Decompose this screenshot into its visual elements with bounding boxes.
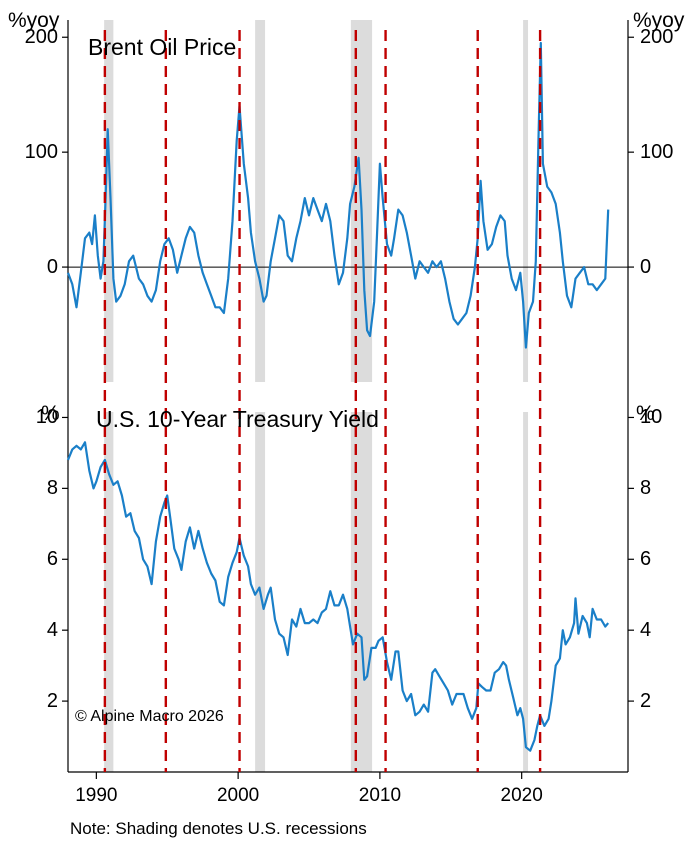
unit-label-yield-right: % <box>636 402 655 425</box>
recession-band <box>523 412 529 772</box>
x-tick-label: 2000 <box>216 785 260 806</box>
series-layer <box>66 41 610 752</box>
series-line <box>66 441 610 752</box>
y-tick-label-left: 200 <box>24 26 58 49</box>
event-lines-layer <box>103 30 542 772</box>
y-tick-label-right: 8 <box>640 477 652 500</box>
axes-layer <box>62 20 634 779</box>
x-tick-label: 1990 <box>75 785 118 806</box>
y-tick-label-left: 4 <box>46 619 58 642</box>
y-tick-label-right: 0 <box>640 256 652 279</box>
recession-band <box>104 412 114 772</box>
recession-band <box>104 20 114 382</box>
unit-label-oil-right: %yoy <box>633 9 685 32</box>
recession-shading-layer <box>104 20 529 772</box>
x-tick-label: 2020 <box>500 785 543 806</box>
y-tick-label-right: 6 <box>640 548 652 571</box>
y-tick-label-left: 2 <box>46 690 58 713</box>
unit-label-oil-left: %yoy <box>8 9 60 32</box>
footnote: Note: Shading denotes U.S. recessions <box>70 819 367 838</box>
recession-band <box>255 20 266 382</box>
y-tick-label-left: 100 <box>24 141 58 164</box>
y-tick-label-right: 10 <box>640 406 663 429</box>
y-tick-label-left: 10 <box>35 406 58 429</box>
y-tick-label-left: 8 <box>46 477 58 500</box>
panel-title-oil: Brent Oil Price <box>88 34 237 60</box>
y-tick-label-right: 200 <box>640 26 674 49</box>
copyright-text: © Alpine Macro 2026 <box>75 708 224 725</box>
y-tick-label-right: 100 <box>640 141 674 164</box>
unit-label-yield-left: % <box>41 402 60 425</box>
recession-band <box>523 20 529 382</box>
y-tick-label-right: 2 <box>640 690 652 713</box>
x-tick-label: 2010 <box>358 785 402 806</box>
y-tick-label-left: 0 <box>46 256 58 279</box>
recession-band <box>350 412 373 772</box>
series-line <box>66 41 610 349</box>
panel-title-yield: U.S. 10-Year Treasury Yield <box>96 406 379 432</box>
y-tick-label-right: 4 <box>640 619 652 642</box>
y-tick-label-left: 6 <box>46 548 58 571</box>
